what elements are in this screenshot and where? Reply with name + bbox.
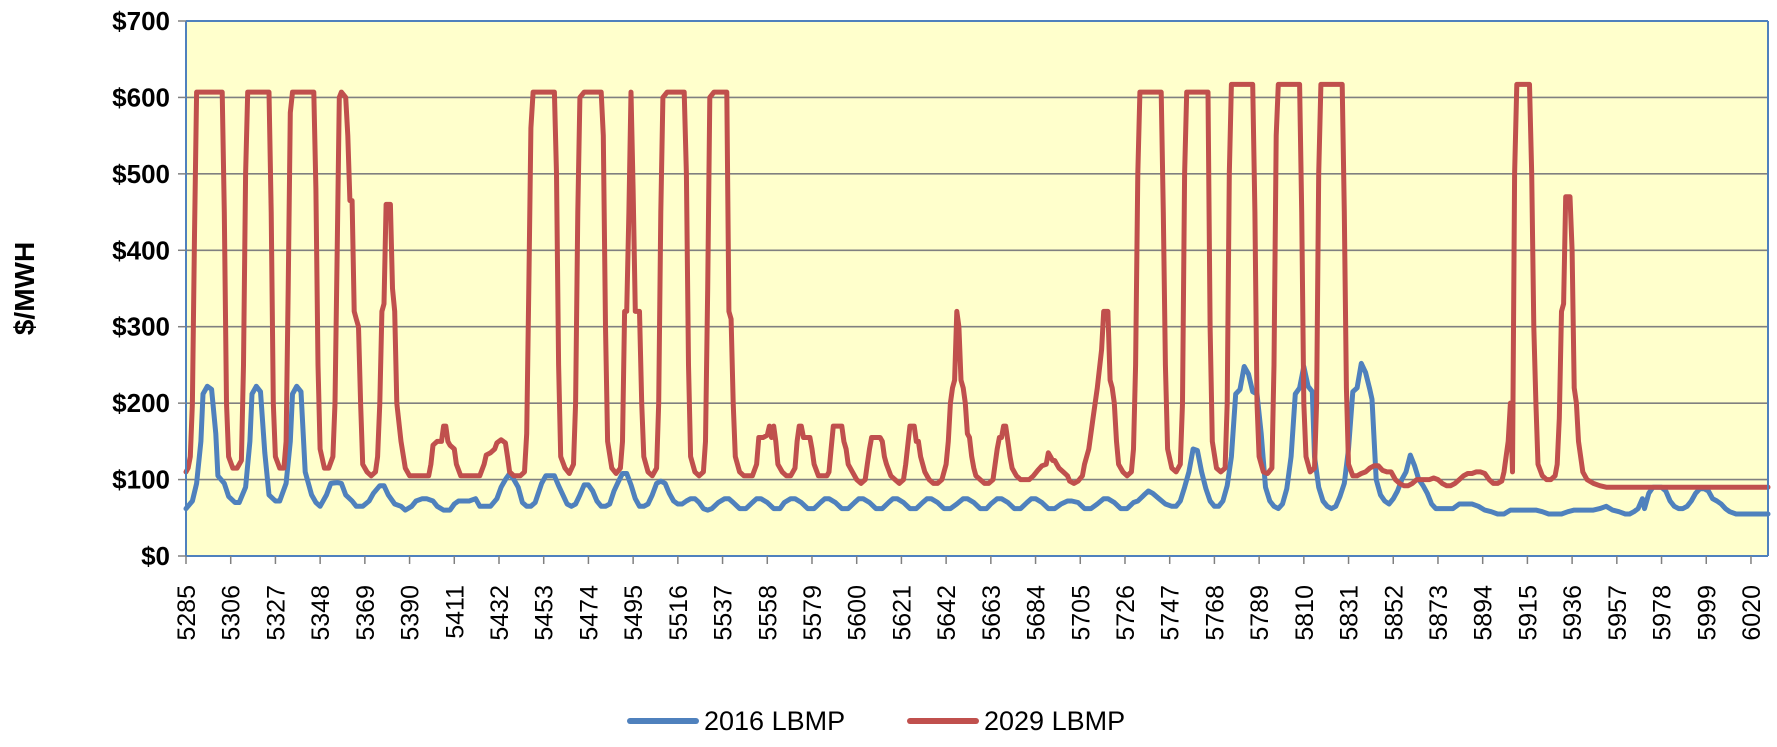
x-tick-label: 5642 <box>933 585 961 641</box>
x-tick-label: 5936 <box>1559 585 1587 641</box>
x-tick-label: 5369 <box>352 585 380 641</box>
x-tick-label: 5474 <box>575 585 603 641</box>
x-tick-label: 5579 <box>799 585 827 641</box>
axes <box>185 20 1769 557</box>
x-tick-label: 5558 <box>754 585 782 641</box>
x-tick-label: 5537 <box>710 585 738 641</box>
y-tick-label: $700 <box>112 6 170 36</box>
x-tick-label: 5978 <box>1649 585 1677 641</box>
x-tick-label: 5306 <box>218 585 246 641</box>
y-tick-label: $200 <box>112 388 170 418</box>
y-tick-label: $400 <box>112 235 170 265</box>
legend-label: 2016 LBMP <box>704 706 845 736</box>
x-tick-label: 6020 <box>1738 585 1766 641</box>
x-tick-label: 5726 <box>1112 585 1140 641</box>
y-tick-label: $100 <box>112 465 170 495</box>
x-tick-label: 5831 <box>1336 585 1364 641</box>
x-tick-label: 5453 <box>531 585 559 641</box>
x-tick-label: 5915 <box>1514 585 1542 641</box>
x-tick-label: 5684 <box>1023 585 1051 641</box>
x-tick-label: 5789 <box>1246 585 1274 641</box>
series-lines <box>183 81 1771 517</box>
y-tick-label: $600 <box>112 82 170 112</box>
x-tick-label: 5432 <box>486 585 514 641</box>
x-tick-label: 5705 <box>1067 585 1095 641</box>
x-tick-label: 5327 <box>262 585 290 641</box>
y-tick-label: $0 <box>141 541 170 571</box>
x-tick-label: 5957 <box>1604 585 1632 641</box>
x-tick-label: 5600 <box>844 585 872 641</box>
x-tick-label: 5747 <box>1157 585 1185 641</box>
x-tick-label: 5768 <box>1201 585 1229 641</box>
x-axis-ticks: 5285 5306 5327 5348 5369 5390 5411 5432 5453 5474… <box>173 556 1766 641</box>
x-tick-label: 5810 <box>1291 585 1319 641</box>
x-tick-label: 5348 <box>307 585 335 641</box>
x-tick-label: 5852 <box>1380 585 1408 641</box>
x-tick-label: 5516 <box>665 585 693 641</box>
x-tick-label: 5999 <box>1693 585 1721 641</box>
legend: 2016 LBMP 2029 LBMP <box>627 706 1125 736</box>
x-tick-label: 5894 <box>1470 585 1498 641</box>
x-tick-label: 5411 <box>441 585 469 639</box>
x-tick-label: 5285 <box>173 585 201 641</box>
y-tick-label: $300 <box>112 312 170 342</box>
legend-label: 2029 LBMP <box>984 706 1125 736</box>
y-axis-label: $/MWH <box>9 242 40 335</box>
series-line-2016 <box>183 360 1771 517</box>
x-tick-label: 5873 <box>1425 585 1453 641</box>
x-tick-label: 5621 <box>888 585 916 641</box>
x-tick-label: 5495 <box>620 585 648 641</box>
y-axis-ticks: $0 $100 $200 $300 $400 $500 $600 $700 <box>112 6 186 571</box>
y-tick-label: $500 <box>112 159 170 189</box>
x-tick-label: 5663 <box>978 585 1006 641</box>
series-line-2029 <box>183 81 1771 490</box>
x-tick-label: 5390 <box>397 585 425 641</box>
